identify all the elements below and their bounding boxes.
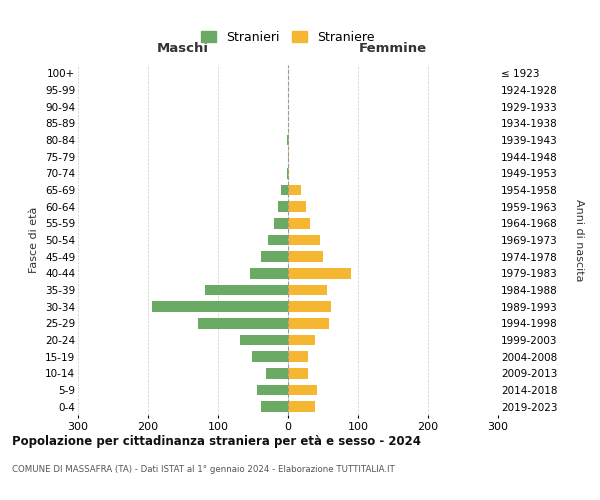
Bar (288, 318, 329, 329)
Bar (199, 318, 288, 329)
Text: COMUNE DI MASSAFRA (TA) - Dati ISTAT al 1° gennaio 2024 - Elaborazione TUTTITALI: COMUNE DI MASSAFRA (TA) - Dati ISTAT al … (12, 465, 395, 474)
Bar (288, 301, 331, 312)
Bar (288, 268, 351, 279)
Bar (251, 351, 288, 362)
Bar (288, 351, 308, 362)
Bar (288, 168, 289, 179)
Bar (288, 184, 301, 196)
Text: Femmine: Femmine (359, 42, 427, 55)
Y-axis label: Anni di nascita: Anni di nascita (574, 198, 584, 281)
Bar (274, 218, 288, 229)
Bar (151, 301, 288, 312)
Bar (287, 168, 288, 179)
Bar (250, 268, 288, 279)
Bar (288, 218, 310, 229)
Bar (281, 184, 288, 196)
Bar (266, 368, 288, 379)
Text: Maschi: Maschi (157, 42, 209, 55)
Bar (278, 201, 288, 212)
Bar (288, 334, 314, 345)
Bar (288, 251, 323, 262)
Bar (288, 201, 305, 212)
Text: Popolazione per cittadinanza straniera per età e sesso - 2024: Popolazione per cittadinanza straniera p… (12, 435, 421, 448)
Legend: Stranieri, Straniere: Stranieri, Straniere (196, 26, 380, 49)
Bar (288, 384, 317, 396)
Bar (262, 251, 288, 262)
Bar (288, 368, 308, 379)
Bar (288, 134, 289, 145)
Bar (288, 151, 289, 162)
Bar (268, 234, 288, 246)
Bar (262, 401, 288, 412)
Bar (257, 384, 288, 396)
Bar (288, 234, 320, 246)
Bar (288, 401, 314, 412)
Bar (205, 284, 288, 296)
Bar (288, 284, 326, 296)
Bar (287, 134, 288, 145)
Bar (241, 334, 288, 345)
Y-axis label: Fasce di età: Fasce di età (29, 207, 40, 273)
